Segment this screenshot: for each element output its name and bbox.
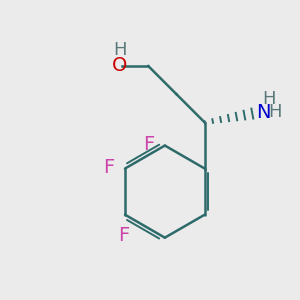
Text: H: H (113, 41, 127, 59)
Text: O: O (112, 56, 128, 75)
Text: N: N (256, 103, 270, 122)
Text: F: F (103, 158, 115, 177)
Text: F: F (143, 135, 154, 154)
Text: F: F (118, 226, 129, 245)
Text: H: H (268, 103, 281, 121)
Text: H: H (262, 90, 275, 108)
